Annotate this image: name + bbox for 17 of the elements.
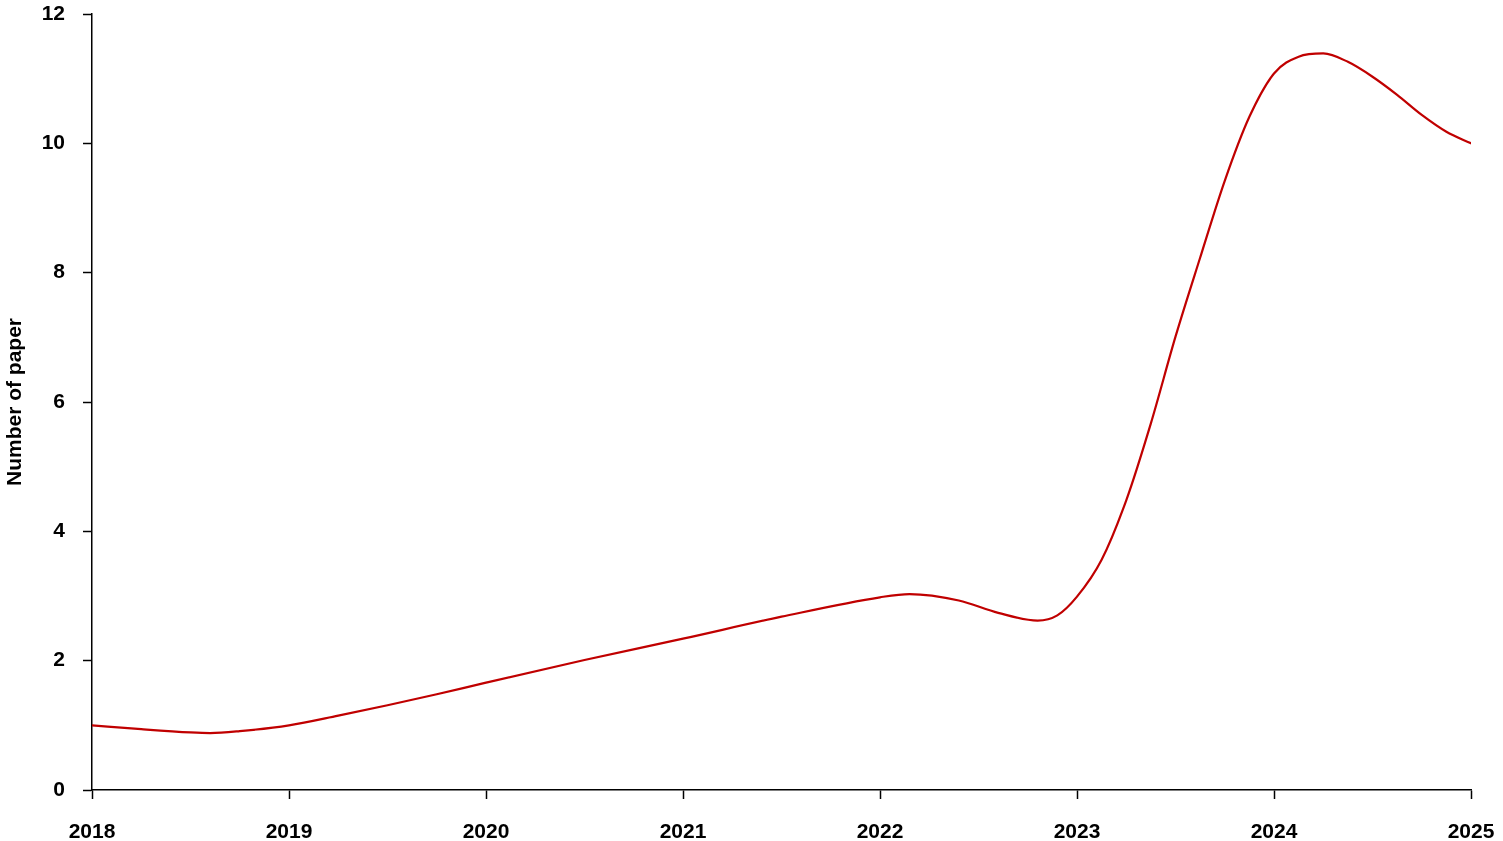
x-tick-label: 2019 bbox=[265, 819, 313, 841]
y-tick-label: 8 bbox=[53, 259, 66, 283]
x-tick-label: 2025 bbox=[1447, 819, 1495, 841]
x-tick-label: 2023 bbox=[1053, 819, 1101, 841]
y-tick-label: 2 bbox=[53, 647, 65, 671]
x-tick-label: 2021 bbox=[659, 819, 707, 841]
y-tick-label: 10 bbox=[41, 130, 65, 154]
y-axis-title: Number of paper bbox=[2, 317, 26, 487]
x-tick-label: 2024 bbox=[1250, 819, 1298, 841]
y-tick-label: 0 bbox=[53, 776, 65, 800]
y-tick-label: 6 bbox=[53, 388, 65, 412]
x-tick-label: 2018 bbox=[68, 819, 116, 841]
x-tick-label: 2022 bbox=[856, 819, 904, 841]
line-series bbox=[92, 52, 1471, 735]
y-tick-label: 4 bbox=[53, 518, 66, 542]
x-tick-label: 2020 bbox=[462, 819, 510, 841]
y-tick-label: 12 bbox=[41, 0, 65, 24]
